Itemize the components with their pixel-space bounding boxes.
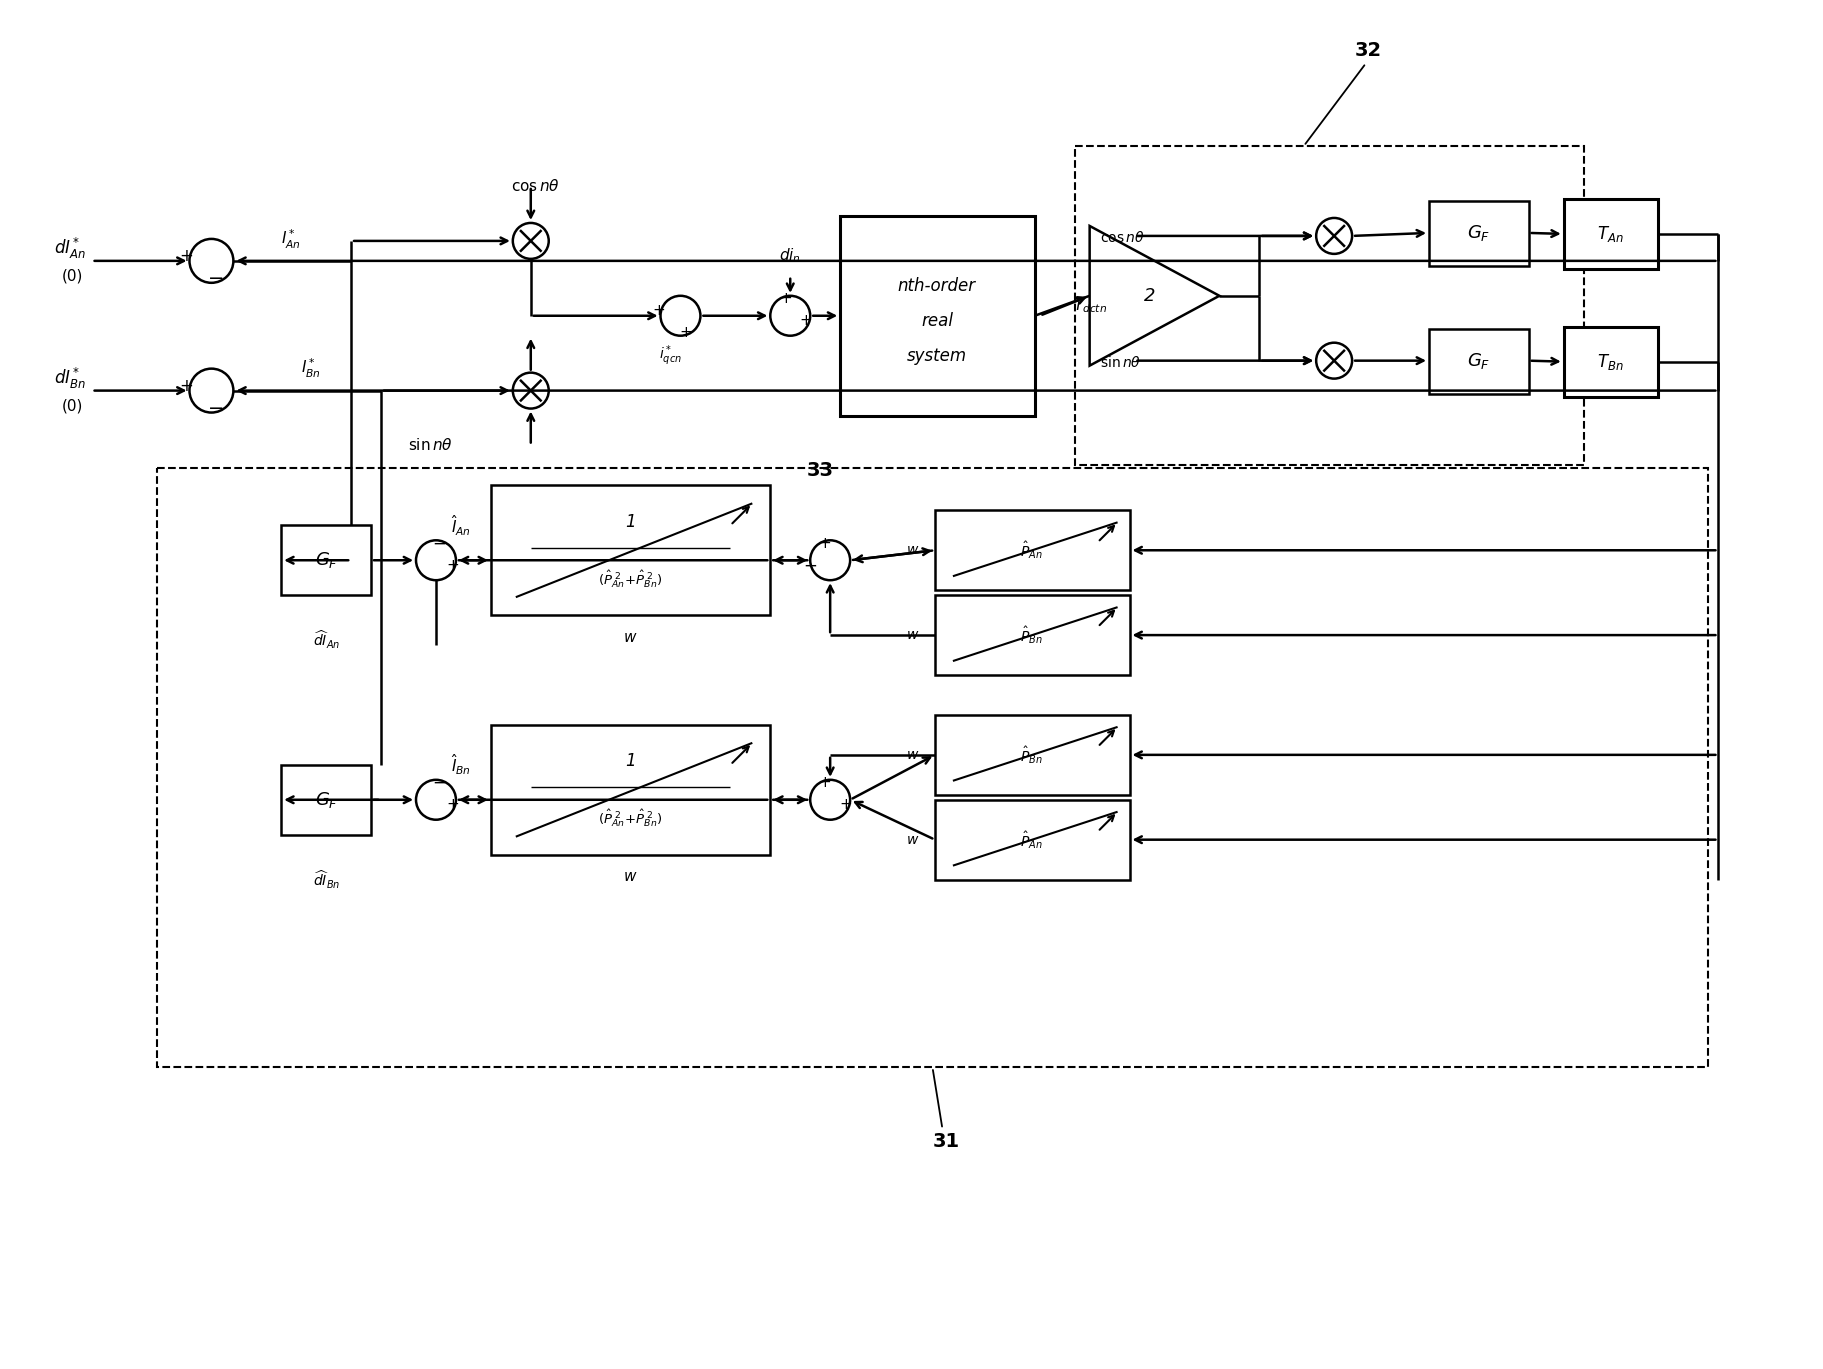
Bar [490, 726, 769, 854]
Bar [1562, 199, 1657, 268]
Text: $G_F$: $G_F$ [314, 550, 337, 571]
Text: +: + [819, 535, 831, 550]
Text: $w$: $w$ [906, 832, 919, 846]
Text: 33: 33 [806, 461, 833, 481]
Text: $w$: $w$ [623, 630, 638, 645]
Text: $I_{An}^*$: $I_{An}^*$ [281, 227, 301, 251]
Text: $G_F$: $G_F$ [1466, 350, 1489, 371]
Text: $w$: $w$ [906, 543, 919, 557]
Text: $di_n$: $di_n$ [778, 246, 800, 266]
Text: −: − [208, 398, 224, 418]
Bar [1562, 327, 1657, 397]
Text: $\hat{P}_{An}$: $\hat{P}_{An}$ [1019, 539, 1043, 561]
Text: +: + [819, 775, 831, 790]
Bar [935, 799, 1128, 880]
Text: +: + [447, 797, 459, 812]
Bar [1074, 146, 1582, 465]
Text: $\hat{P}_{Bn}$: $\hat{P}_{Bn}$ [1019, 743, 1043, 765]
Text: $w$: $w$ [906, 628, 919, 642]
Text: $\hat{P}_{An}$: $\hat{P}_{An}$ [1019, 828, 1043, 850]
Text: $\widehat{dI}_{Bn}$: $\widehat{dI}_{Bn}$ [312, 868, 339, 891]
Text: 32: 32 [1305, 41, 1382, 144]
Bar [1427, 329, 1528, 394]
Bar [935, 715, 1128, 795]
Bar [1427, 201, 1528, 266]
Text: $\sin n\theta$: $\sin n\theta$ [408, 438, 454, 453]
Text: $i_{qcn}^*$: $i_{qcn}^*$ [658, 344, 682, 368]
Text: −: − [208, 270, 224, 289]
Text: $\cos n\theta$: $\cos n\theta$ [1099, 230, 1143, 245]
Bar [157, 468, 1708, 1068]
Text: −: − [432, 773, 445, 791]
Text: 2: 2 [1143, 286, 1154, 305]
Text: nth-order: nth-order [897, 277, 975, 294]
Bar [281, 526, 370, 596]
Text: (0): (0) [62, 398, 84, 413]
Text: −: − [802, 556, 817, 574]
Text: $T_{dctn}$: $T_{dctn}$ [1072, 297, 1107, 315]
Text: $\hat{P}_{Bn}$: $\hat{P}_{Bn}$ [1019, 624, 1043, 646]
Text: $T_{Bn}$: $T_{Bn}$ [1597, 352, 1622, 371]
Text: $dI_{Bn}^*$: $dI_{Bn}^*$ [53, 366, 86, 392]
Text: 1: 1 [625, 513, 636, 531]
Text: $G_F$: $G_F$ [314, 790, 337, 810]
Bar [840, 216, 1034, 416]
Text: $(\hat{P}_{An}^{\ 2}\!+\!\hat{P}_{Bn}^{\ 2})$: $(\hat{P}_{An}^{\ 2}\!+\!\hat{P}_{Bn}^{\… [598, 568, 662, 590]
Text: +: + [447, 557, 459, 572]
Text: $\hat{I}_{An}$: $\hat{I}_{An}$ [450, 513, 470, 538]
Bar [935, 596, 1128, 675]
Bar [935, 511, 1128, 590]
Text: 31: 31 [932, 1071, 959, 1151]
Text: $(\hat{P}_{An}^{\ 2}\!+\!\hat{P}_{Bn}^{\ 2})$: $(\hat{P}_{An}^{\ 2}\!+\!\hat{P}_{Bn}^{\… [598, 808, 662, 830]
Text: +: + [653, 304, 665, 318]
Text: $w$: $w$ [906, 747, 919, 763]
Text: $w$: $w$ [623, 869, 638, 884]
Text: $\hat{I}_{Bn}$: $\hat{I}_{Bn}$ [450, 753, 470, 778]
Text: $I_{Bn}^*$: $I_{Bn}^*$ [301, 357, 321, 381]
Text: +: + [800, 314, 811, 329]
Text: +: + [839, 797, 851, 812]
Text: $T_{An}$: $T_{An}$ [1597, 225, 1622, 244]
Text: $\widehat{dI}_{An}$: $\widehat{dI}_{An}$ [312, 628, 339, 652]
Text: system: system [906, 346, 966, 364]
Text: $G_F$: $G_F$ [1466, 223, 1489, 242]
Text: $dI_{An}^*$: $dI_{An}^*$ [53, 237, 86, 261]
Text: (0): (0) [62, 268, 84, 283]
Text: $\sin n\theta$: $\sin n\theta$ [1099, 355, 1139, 370]
Text: +: + [179, 376, 193, 394]
Bar [281, 765, 370, 835]
Text: +: + [778, 292, 791, 307]
Text: 1: 1 [625, 752, 636, 771]
Bar [490, 486, 769, 615]
Text: −: − [432, 534, 445, 552]
Text: +: + [678, 326, 691, 341]
Text: +: + [179, 246, 193, 264]
Text: real: real [921, 312, 952, 330]
Text: $\cos n\theta$: $\cos n\theta$ [510, 178, 560, 194]
